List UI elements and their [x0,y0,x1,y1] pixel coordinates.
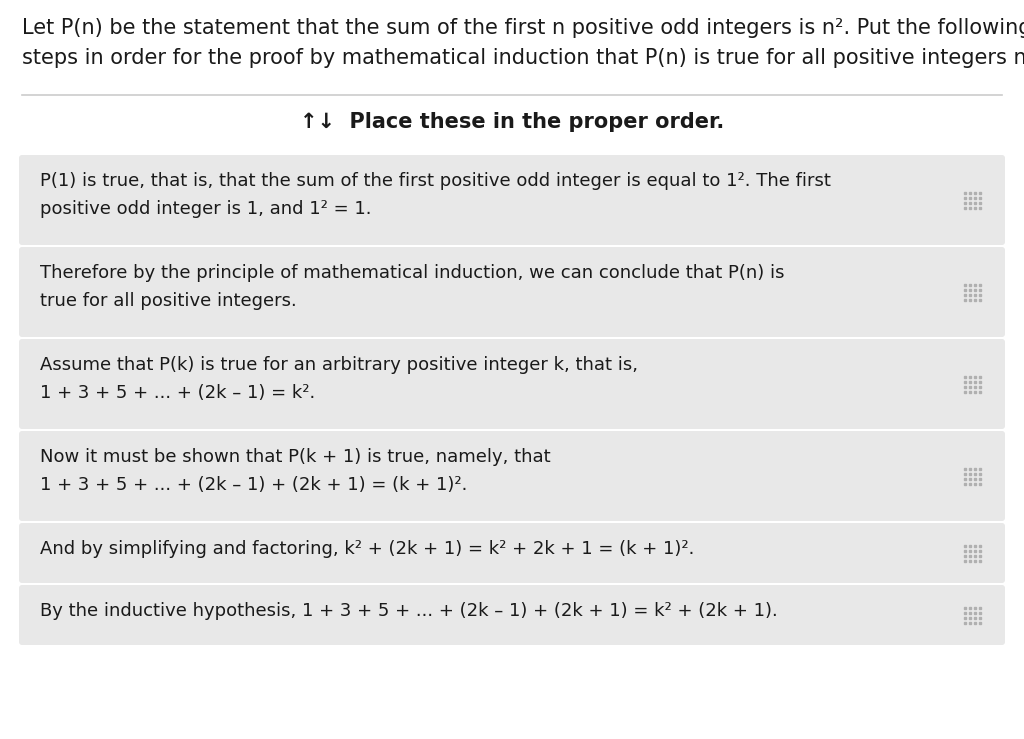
FancyBboxPatch shape [19,523,1005,583]
Text: ↑↓  Place these in the proper order.: ↑↓ Place these in the proper order. [300,112,724,132]
Text: 1 + 3 + 5 + ... + (2k – 1) = k².: 1 + 3 + 5 + ... + (2k – 1) = k². [40,384,315,402]
Text: Now it must be shown that P(k + 1) is true, namely, that: Now it must be shown that P(k + 1) is tr… [40,448,551,466]
FancyBboxPatch shape [19,431,1005,521]
FancyBboxPatch shape [19,339,1005,429]
Text: Assume that P(k) is true for an arbitrary positive integer k, that is,: Assume that P(k) is true for an arbitrar… [40,356,638,374]
FancyBboxPatch shape [19,585,1005,645]
Text: P(1) is true, that is, that the sum of the first positive odd integer is equal t: P(1) is true, that is, that the sum of t… [40,172,830,190]
Text: 1 + 3 + 5 + ... + (2k – 1) + (2k + 1) = (k + 1)².: 1 + 3 + 5 + ... + (2k – 1) + (2k + 1) = … [40,476,467,494]
Text: Let P(n) be the statement that the sum of the first n positive odd integers is n: Let P(n) be the statement that the sum o… [22,18,1024,38]
Text: steps in order for the proof by mathematical induction that P(n) is true for all: steps in order for the proof by mathemat… [22,48,1024,68]
Text: positive odd integer is 1, and 1² = 1.: positive odd integer is 1, and 1² = 1. [40,200,372,218]
Text: And by simplifying and factoring, k² + (2k + 1) = k² + 2k + 1 = (k + 1)².: And by simplifying and factoring, k² + (… [40,540,694,558]
FancyBboxPatch shape [19,247,1005,337]
Text: true for all positive integers.: true for all positive integers. [40,292,297,310]
FancyBboxPatch shape [19,155,1005,245]
Text: Therefore by the principle of mathematical induction, we can conclude that P(n) : Therefore by the principle of mathematic… [40,264,784,282]
Text: By the inductive hypothesis, 1 + 3 + 5 + ... + (2k – 1) + (2k + 1) = k² + (2k + : By the inductive hypothesis, 1 + 3 + 5 +… [40,602,778,620]
